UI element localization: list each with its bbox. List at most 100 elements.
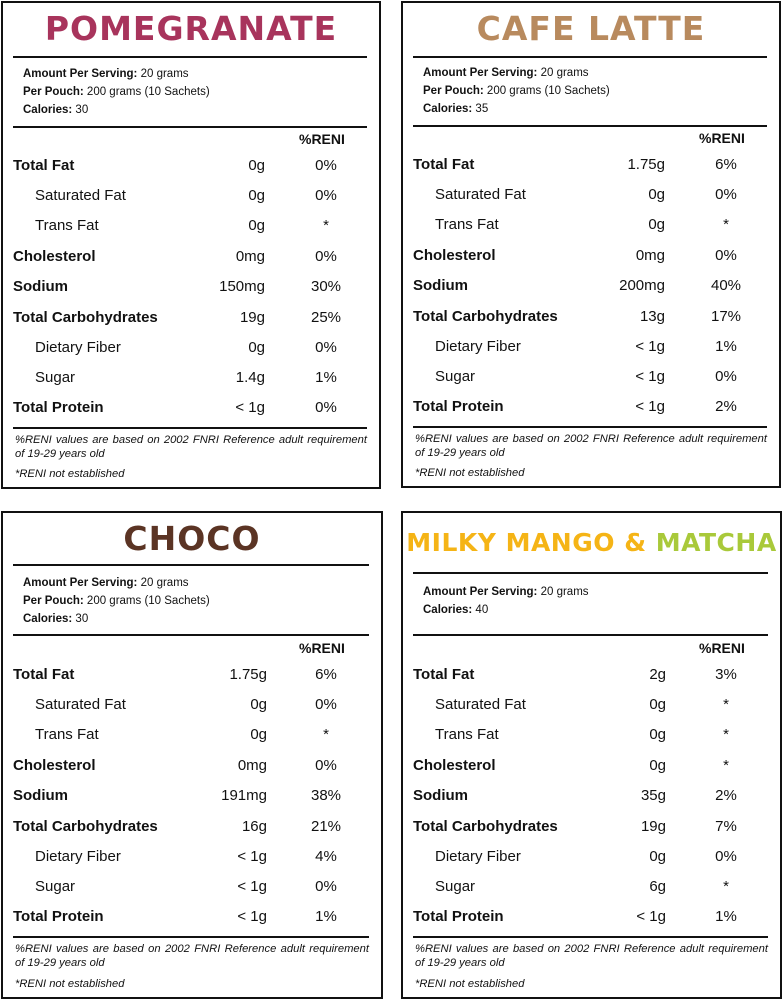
nutrient-reni: * [723,878,729,895]
amount-per-serving-label: Amount Per Serving: [23,68,138,80]
title-matcha: MATCHA [655,528,777,557]
nutrient-row: Total Fat 2g 3% [413,660,768,690]
nutrient-row: Total Fat 0g 0% [13,151,367,181]
nutrient-amount: < 1g [635,338,665,355]
nutrient-reni: 7% [715,818,737,835]
nutrient-label: Dietary Fiber [435,338,521,355]
nutrient-amount: < 1g [235,399,265,416]
divider [13,936,369,938]
calories-label: Calories: [23,613,73,625]
nutrient-label: Cholesterol [13,248,96,265]
nutrient-reni: 0% [315,878,337,895]
reni-not-established-note: *RENI not established [415,978,525,990]
serving-info: Amount Per Serving: 20 grams Per Pouch: … [23,574,210,628]
nutrient-reni: 4% [315,848,337,865]
nutrient-label: Trans Fat [35,726,99,743]
nutrient-row: Total Carbohydrates 16g 21% [13,812,369,842]
nutrient-label: Trans Fat [435,726,499,743]
nutrient-amount: < 1g [237,908,267,925]
nutrient-row: Sodium 150mg 30% [13,272,367,302]
nutrient-row: Total Protein < 1g 0% [13,393,367,423]
nutrition-panel-choco: CHOCO Amount Per Serving: 20 grams Per P… [1,511,383,999]
nutrient-amount: 0mg [235,248,265,265]
divider [413,936,768,938]
nutrient-label: Total Protein [13,908,104,925]
nutrient-reni: * [723,757,729,774]
divider [13,126,367,128]
nutrient-amount: 0g [248,187,265,204]
nutrient-label: Sodium [413,277,468,294]
nutrient-row: Sugar 1.4g 1% [13,363,367,393]
title-mango: MILKY MANGO & [406,528,656,557]
calories-value: 40 [475,604,489,616]
nutrition-panel-pomegranate: POMEGRANATE Amount Per Serving: 20 grams… [1,1,381,489]
nutrient-row: Total Protein < 1g 1% [13,902,369,932]
nutrient-row: Cholesterol 0mg 0% [413,241,767,271]
nutrient-row: Sugar < 1g 0% [413,362,767,392]
reni-header: %RENI [699,130,745,146]
nutrient-label: Dietary Fiber [35,339,121,356]
nutrient-row: Cholesterol 0mg 0% [13,242,367,272]
nutrient-amount: 0g [648,216,665,233]
nutrient-amount: < 1g [636,908,666,925]
nutrient-amount: 0mg [237,757,267,774]
nutrient-amount: 0g [649,726,666,743]
nutrient-amount: 0g [648,186,665,203]
nutrient-label: Saturated Fat [435,186,526,203]
nutrient-label: Trans Fat [435,216,499,233]
nutrient-label: Total Protein [413,908,504,925]
nutrient-row: Saturated Fat 0g 0% [13,690,369,720]
nutrient-label: Dietary Fiber [435,848,521,865]
amount-per-serving-value: 20 grams [540,586,589,598]
nutrient-amount: 0mg [635,247,665,264]
nutrient-row: Sodium 200mg 40% [413,271,767,301]
nutrient-reni: 25% [310,309,342,326]
nutrient-amount: 0g [248,339,265,356]
per-pouch-value: 200 grams (10 Sachets) [486,85,610,97]
nutrient-reni: * [323,726,329,743]
nutrient-reni: * [723,726,729,743]
nutrient-reni: 40% [710,277,742,294]
nutrient-amount: 0g [250,696,267,713]
nutrient-amount: 1.4g [235,369,265,386]
nutrient-row: Sugar 6g * [413,872,768,902]
nutrient-row: Sodium 191mg 38% [13,781,369,811]
calories-value: 30 [75,613,89,625]
nutrient-reni: 0% [315,399,337,416]
nutrient-row: Sodium 35g 2% [413,781,768,811]
nutrient-label: Total Protein [13,399,104,416]
reni-footnote: %RENI values are based on 2002 FNRI Refe… [415,433,767,459]
per-pouch-label: Per Pouch: [423,85,484,97]
nutrient-label: Total Fat [413,156,475,173]
nutrient-amount: < 1g [635,398,665,415]
nutrient-amount: 19g [640,818,666,835]
nutrient-amount: 1.75g [627,156,665,173]
nutrient-reni: 38% [310,787,342,804]
nutrient-reni: 0% [715,848,737,865]
nutrient-reni: 2% [715,787,737,804]
nutrient-label: Sugar [35,369,76,386]
nutrient-reni: 3% [715,666,737,683]
nutrient-row: Trans Fat 0g * [13,720,369,750]
calories-label: Calories: [423,103,473,115]
nutrient-label: Sugar [35,878,76,895]
nutrient-reni: 21% [310,818,342,835]
amount-per-serving-value: 20 grams [540,67,589,79]
nutrient-reni: 0% [315,339,337,356]
nutrient-amount: 6g [649,878,666,895]
serving-info: Amount Per Serving: 20 grams Per Pouch: … [423,64,610,118]
amount-per-serving-label: Amount Per Serving: [423,67,538,79]
nutrient-row: Sugar < 1g 0% [13,872,369,902]
divider [13,564,369,566]
nutrient-label: Cholesterol [13,757,96,774]
nutrient-amount: 16g [241,818,267,835]
per-pouch-value: 200 grams (10 Sachets) [86,86,210,98]
reni-not-established-note: *RENI not established [15,978,125,990]
nutrient-amount: 2g [649,666,666,683]
nutrient-reni: 0% [715,186,737,203]
nutrient-reni: * [323,217,329,234]
serving-info: Amount Per Serving: 20 grams Calories: 4… [423,583,589,619]
nutrient-row: Total Fat 1.75g 6% [413,150,767,180]
nutrient-label: Sodium [13,787,68,804]
divider [413,56,767,58]
